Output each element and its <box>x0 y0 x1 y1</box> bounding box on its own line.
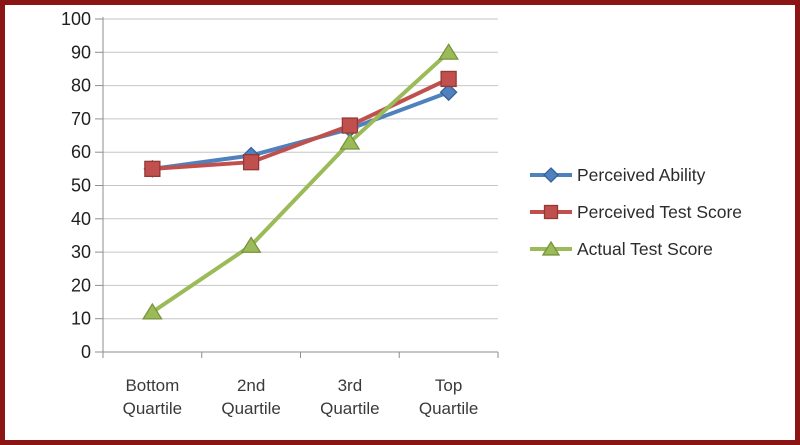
series-line-perceived-test-score <box>150 76 451 171</box>
y-axis-tick-label: 20 <box>71 275 91 295</box>
legend-label-actual-test-score: Actual Test Score <box>577 239 713 259</box>
y-axis-tick-label: 10 <box>71 309 91 329</box>
marker-perceived-ability-3 <box>439 83 458 102</box>
series-line-perceived-ability <box>150 90 451 171</box>
series-line-actual-test-score <box>150 50 451 315</box>
x-axis-category-label: 2nd <box>237 376 265 395</box>
series-perceived-test-score <box>144 70 457 178</box>
legend-marker-perceived-ability <box>543 167 559 183</box>
marker-actual-test-score-2 <box>339 132 361 150</box>
y-axis-tick-label: 30 <box>71 242 91 262</box>
legend-marker-perceived-test-score <box>543 204 559 220</box>
legend-label-perceived-ability: Perceived Ability <box>577 165 706 185</box>
x-axis-category-label: Quartile <box>320 399 380 418</box>
legend-item-actual-test-score: Actual Test Score <box>530 239 713 259</box>
x-axis-category-label: Quartile <box>221 399 281 418</box>
legend-item-perceived-ability: Perceived Ability <box>530 165 706 185</box>
x-axis-category-label: Quartile <box>419 399 479 418</box>
x-axis-category-label: 3rd <box>338 376 363 395</box>
y-axis-tick-label: 40 <box>71 209 91 229</box>
marker-perceived-test-score-3 <box>440 70 457 88</box>
marker-perceived-test-score-2 <box>341 117 359 134</box>
y-axis-tick-label: 50 <box>71 176 91 196</box>
axes-group <box>95 17 499 358</box>
y-axis-tick-label: 0 <box>81 342 91 362</box>
marker-actual-test-score-1 <box>240 236 262 253</box>
legend-marker-actual-test-score <box>541 240 561 256</box>
y-axis-tick-label: 60 <box>71 142 91 162</box>
gridlines-group <box>103 18 498 320</box>
marker-actual-test-score-3 <box>438 43 459 60</box>
legend-item-perceived-test-score: Perceived Test Score <box>530 202 742 222</box>
x-axis-category-label: Quartile <box>123 399 183 418</box>
marker-actual-test-score-0 <box>142 302 163 320</box>
x-axis-category-label: Bottom <box>125 376 179 395</box>
x-axis-category-label: Top <box>435 376 462 395</box>
legend-label-perceived-test-score: Perceived Test Score <box>577 202 742 222</box>
series-group <box>142 43 459 320</box>
y-axis-tick-label: 70 <box>71 109 91 129</box>
legend-group: Perceived Ability Perceived Test Score Act… <box>530 165 742 259</box>
marker-perceived-test-score-0 <box>144 160 161 178</box>
series-actual-test-score <box>142 43 459 320</box>
y-axis-tick-label: 80 <box>71 76 91 96</box>
y-axis-tick-label: 90 <box>71 42 91 62</box>
y-axis-tick-label: 100 <box>61 9 91 29</box>
axis-labels-group: 0 10 20 30 40 50 60 70 80 90 100 Bottom Quartile 2nd Q… <box>61 9 478 418</box>
marker-perceived-test-score-1 <box>242 154 260 171</box>
